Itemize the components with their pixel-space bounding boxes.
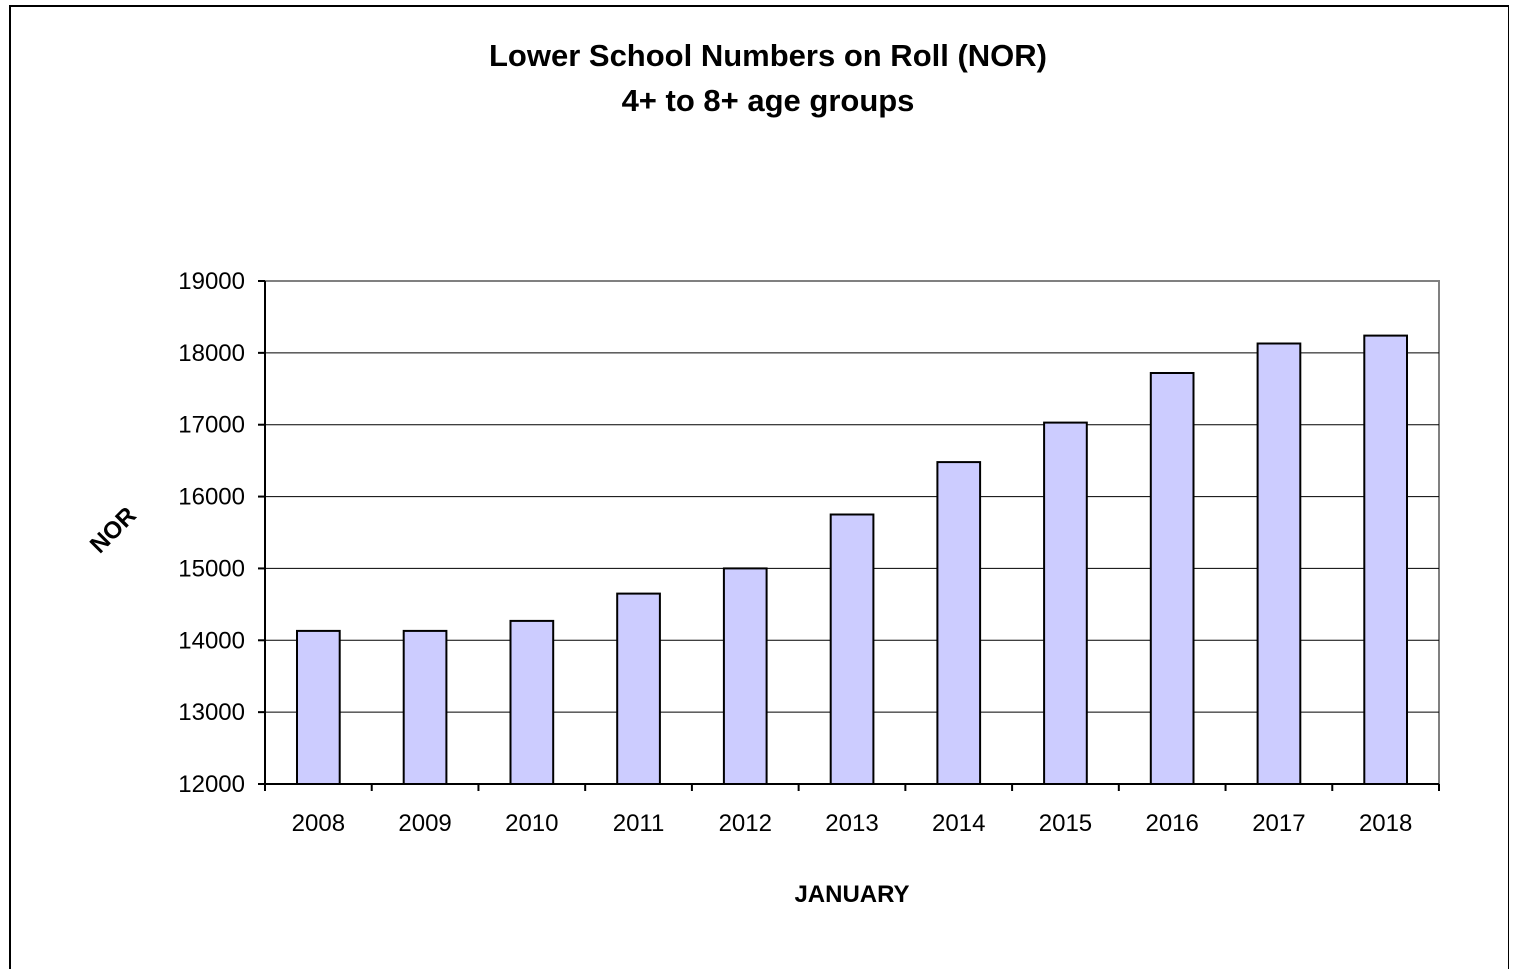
axes [258,280,1440,791]
y-tick-labels: 12000 13000 14000 15000 16000 17000 18000 19000 [178,268,245,798]
x-tick-label-2013: 2013 [825,810,878,837]
x-tick-label-2014: 2014 [932,810,985,837]
x-tick-label-2012: 2012 [719,810,772,837]
x-tick-label-2011: 2011 [613,810,665,837]
chart-frame [9,5,1509,969]
bar-2008 [296,629,341,786]
bars [296,334,1409,786]
x-tick-label-2015: 2015 [1039,810,1092,837]
x-tick-label-2009: 2009 [398,810,451,837]
y-tick-label-12000: 12000 [178,771,245,798]
y-tick-label-14000: 14000 [178,627,245,654]
bar-2017 [1256,342,1302,785]
y-axis-title: NOR [85,502,142,559]
bar-2010 [509,619,555,786]
bar-2012 [722,567,768,786]
y-tick-label-16000: 16000 [178,484,245,511]
y-tick-label-13000: 13000 [178,699,245,726]
bar-2016 [1149,372,1195,785]
bar-2015 [1043,421,1088,785]
bar-2018 [1363,334,1409,785]
chart-subtitle: 4+ to 8+ age groups [622,83,915,118]
x-tick-label-2008: 2008 [292,810,345,837]
x-tick-label-2016: 2016 [1145,810,1198,837]
bar-2009 [402,629,448,786]
x-tick-label-2017: 2017 [1252,810,1305,837]
y-tick-label-18000: 18000 [178,340,245,367]
bar-2011 [616,592,661,785]
x-axis-title: JANUARY [794,881,909,908]
y-tick-label-15000: 15000 [178,555,245,582]
bar-2013 [829,513,875,785]
x-tick-label-2018: 2018 [1359,810,1412,837]
x-tick-labels: 2008 2009 2010 2011 2012 2013 2014 2015 2016 2017… [292,810,1413,837]
y-tick-label-17000: 17000 [178,412,245,439]
y-tick-label-19000: 19000 [178,268,245,295]
chart-title: Lower School Numbers on Roll (NOR) [489,38,1047,73]
x-tick-label-2010: 2010 [505,810,558,837]
bar-2014 [936,461,982,785]
